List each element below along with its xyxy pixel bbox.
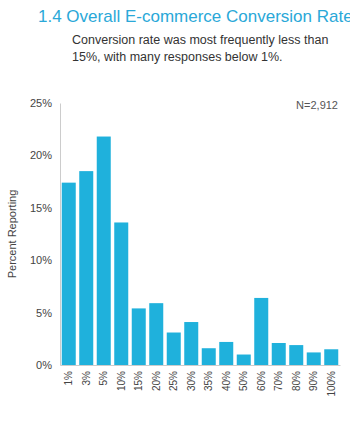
x-tick: 100% bbox=[326, 365, 337, 397]
bar bbox=[254, 298, 268, 365]
x-tick: 20% bbox=[151, 365, 162, 391]
y-tick: 0% bbox=[36, 359, 60, 371]
x-tick: 50% bbox=[238, 365, 249, 391]
bar bbox=[237, 355, 251, 365]
bar bbox=[149, 303, 163, 365]
x-tick-label: 1% bbox=[63, 371, 74, 386]
y-tick-label: 25% bbox=[30, 97, 52, 109]
y-tick-label: 5% bbox=[36, 307, 52, 319]
x-tick: 10% bbox=[116, 365, 127, 391]
x-tick: 5% bbox=[98, 365, 109, 385]
y-tick-label: 10% bbox=[30, 254, 52, 266]
title: 1.4 Overall E-commerce Conversion Rates bbox=[38, 7, 350, 26]
x-tick-label: 90% bbox=[308, 371, 319, 391]
subtitle: Conversion rate was most frequently less… bbox=[72, 33, 328, 64]
bar bbox=[62, 183, 76, 365]
bar bbox=[272, 343, 286, 365]
y-tick: 5% bbox=[36, 307, 60, 319]
x-tick-label: 20% bbox=[151, 371, 162, 391]
y-tick-label: 0% bbox=[36, 359, 52, 371]
x-tick-label: 50% bbox=[238, 371, 249, 391]
x-tick-label: 80% bbox=[291, 371, 302, 391]
x-tick: 25% bbox=[168, 365, 179, 391]
bar bbox=[219, 342, 233, 365]
bar bbox=[167, 333, 181, 365]
bar bbox=[132, 308, 146, 365]
y-tick-label: 20% bbox=[30, 149, 52, 161]
annotation: N=2,912 bbox=[296, 99, 338, 111]
subtitle-line: Conversion rate was most frequently less… bbox=[72, 33, 328, 47]
y-axis: 0% 5% 10% 15% 20% 25% bbox=[30, 97, 61, 371]
x-tick-label: 30% bbox=[186, 371, 197, 391]
y-tick: 15% bbox=[30, 202, 60, 214]
x-tick-label: 10% bbox=[116, 371, 127, 391]
x-tick: 80% bbox=[291, 365, 302, 391]
x-tick: 90% bbox=[308, 365, 319, 391]
x-tick: 35% bbox=[203, 365, 214, 391]
bars bbox=[62, 137, 339, 365]
y-tick: 10% bbox=[30, 254, 60, 266]
x-tick-label: 15% bbox=[133, 371, 144, 391]
x-tick-label: 3% bbox=[81, 371, 92, 386]
x-tick: 40% bbox=[221, 365, 232, 391]
x-axis-line bbox=[61, 365, 341, 366]
x-axis: 1% 3% 5% 10% 15% 20% 25% 30% 35% 40% 50% 60% 70% 80% 9… bbox=[61, 365, 341, 397]
bar bbox=[79, 171, 93, 365]
y-tick-label: 15% bbox=[30, 202, 52, 214]
x-tick-label: 25% bbox=[168, 371, 179, 391]
x-tick-label: 60% bbox=[256, 371, 267, 391]
subtitle-line: 15%, with many responses below 1%. bbox=[72, 50, 283, 64]
x-tick: 30% bbox=[186, 365, 197, 391]
x-tick: 1% bbox=[63, 365, 74, 385]
x-tick-label: 40% bbox=[221, 371, 232, 391]
bar bbox=[97, 137, 111, 365]
x-tick: 60% bbox=[256, 365, 267, 391]
bar bbox=[307, 352, 321, 365]
x-tick: 15% bbox=[133, 365, 144, 391]
bar bbox=[289, 345, 303, 365]
x-tick: 70% bbox=[273, 365, 284, 391]
bar bbox=[202, 348, 216, 365]
chart: 1.4 Overall E-commerce Conversion Rates C… bbox=[0, 0, 350, 426]
bar bbox=[324, 349, 338, 365]
y-tick: 25% bbox=[30, 97, 60, 109]
bar bbox=[114, 222, 128, 365]
x-tick-label: 35% bbox=[203, 371, 214, 391]
x-tick-label: 100% bbox=[326, 371, 337, 397]
x-tick: 3% bbox=[81, 365, 92, 385]
x-tick-label: 70% bbox=[273, 371, 284, 391]
y-axis-line bbox=[60, 104, 61, 366]
y-tick: 20% bbox=[30, 149, 60, 161]
x-tick-label: 5% bbox=[98, 371, 109, 386]
plot: 0% 5% 10% 15% 20% 25% 1% 3% 5% 10% 15% 20% 25% 30% 35%… bbox=[30, 97, 341, 397]
y-axis-title: Percent Reporting bbox=[6, 190, 18, 279]
bar bbox=[184, 322, 198, 365]
